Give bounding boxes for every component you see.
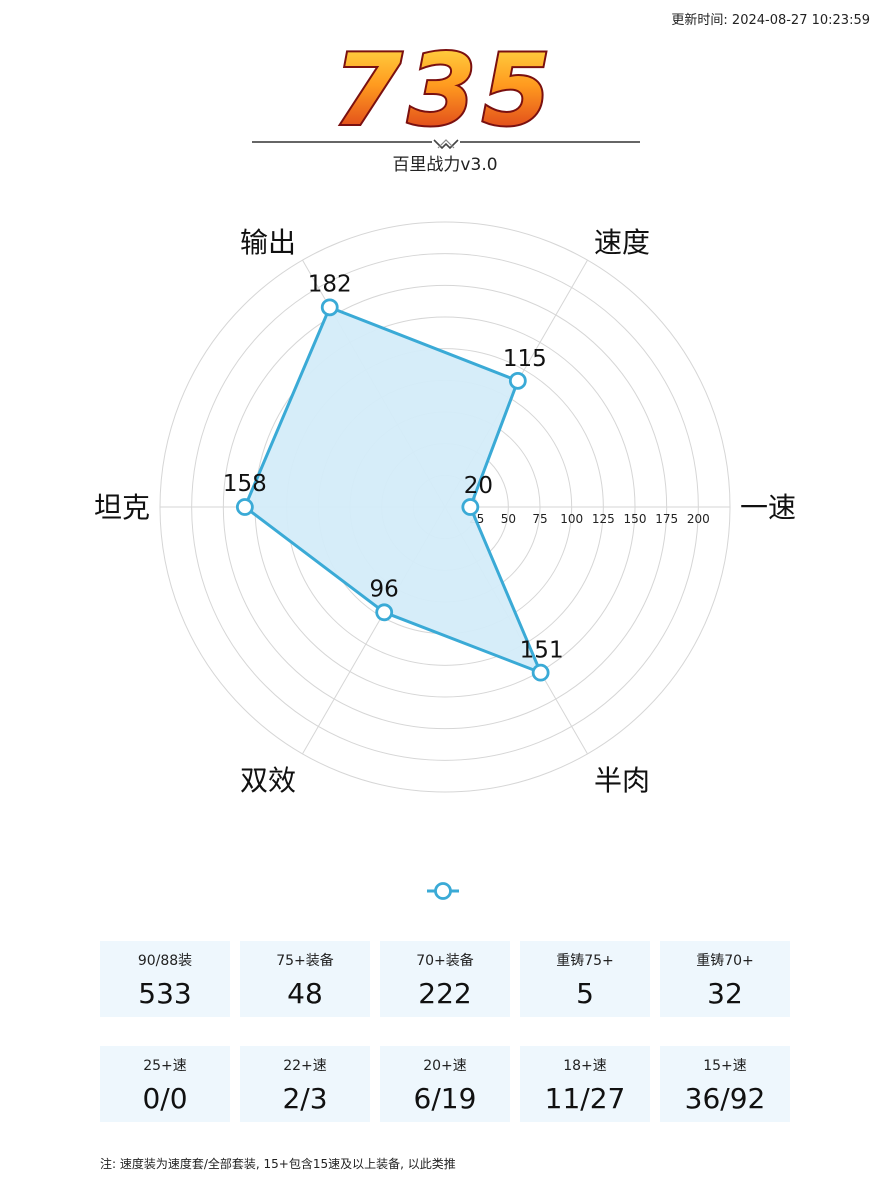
- stat-label: 22+速: [283, 1058, 327, 1074]
- radial-tick-label: 175: [655, 512, 678, 526]
- stat-card: 18+速 11/27: [520, 1046, 650, 1122]
- radial-tick-label: 100: [560, 512, 583, 526]
- axis-label: 双效: [240, 764, 296, 797]
- stat-card: 重铸75+ 5: [520, 941, 650, 1017]
- stat-value: 11/27: [544, 1082, 626, 1115]
- radial-tick-label: 50: [501, 512, 516, 526]
- radial-tick-labels: 255075100125150175200: [469, 512, 710, 526]
- data-point: [531, 663, 550, 682]
- stat-card: 22+速 2/3: [240, 1046, 370, 1122]
- stat-label: 75+装备: [276, 953, 334, 969]
- stat-label: 70+装备: [416, 953, 474, 969]
- stat-value: 533: [138, 977, 192, 1010]
- axis-label: 坦克: [94, 491, 150, 524]
- data-point: [461, 498, 480, 516]
- radial-tick-label: 75: [532, 512, 547, 526]
- data-value-label: 182: [308, 271, 352, 297]
- stat-card: 70+装备 222: [380, 941, 510, 1017]
- stat-card: 15+速 36/92: [660, 1046, 790, 1122]
- data-value-label: 158: [223, 471, 267, 497]
- stat-value: 5: [576, 977, 594, 1010]
- stat-value: 32: [707, 977, 743, 1010]
- updated-timestamp: 更新时间: 2024-08-27 10:23:59: [671, 13, 870, 28]
- stat-card: 90/88装 533: [100, 941, 230, 1017]
- stat-card: 25+速 0/0: [100, 1046, 230, 1122]
- data-point: [508, 371, 527, 390]
- total-score: 735: [334, 34, 557, 136]
- stat-value: 36/92: [684, 1082, 766, 1115]
- chart-subtitle: 百里战力v3.0: [392, 155, 498, 175]
- stat-label: 重铸70+: [696, 953, 754, 969]
- data-value-label: 151: [520, 638, 564, 664]
- stat-label: 25+速: [143, 1058, 187, 1074]
- score-graphic: 735: [332, 32, 557, 136]
- stat-label: 重铸75+: [556, 953, 614, 969]
- footer-note: 注: 速度装为速度套/全部套装, 15+包含15速及以上装备, 以此类推: [100, 1157, 456, 1171]
- radar-series: 20 115 182 158 96 151: [223, 271, 564, 682]
- stat-value: 0/0: [142, 1082, 188, 1115]
- data-value-label: 96: [370, 576, 399, 602]
- stat-label: 18+速: [563, 1058, 607, 1074]
- speed-stats-row: 25+速 0/0 22+速 2/3 20+速 6/19 18+速 11/27 1…: [100, 1046, 790, 1122]
- axis-label: 一速: [740, 491, 796, 524]
- data-point: [320, 298, 339, 317]
- series-area: [243, 305, 543, 675]
- stat-card: 75+装备 48: [240, 941, 370, 1017]
- stat-card: 20+速 6/19: [380, 1046, 510, 1122]
- title-divider: [252, 139, 640, 150]
- equipment-stats-row: 90/88装 533 75+装备 48 70+装备 222 重铸75+ 5 重铸…: [100, 941, 790, 1017]
- score-banner: 735: [0, 24, 890, 144]
- stat-value: 6/19: [413, 1082, 477, 1115]
- stat-value: 48: [287, 977, 323, 1010]
- data-value-label: 20: [464, 473, 493, 499]
- axis-label: 输出: [240, 226, 296, 259]
- stat-value: 2/3: [282, 1082, 328, 1115]
- radial-tick-label: 200: [687, 512, 710, 526]
- radial-tick-label: 125: [592, 512, 615, 526]
- axis-label: 速度: [594, 226, 650, 259]
- stat-label: 15+速: [703, 1058, 747, 1074]
- axis-label: 半肉: [594, 764, 650, 797]
- radial-tick-label: 150: [624, 512, 647, 526]
- legend-marker: [427, 882, 459, 900]
- data-point: [375, 603, 394, 622]
- stat-label: 90/88装: [137, 953, 193, 969]
- stat-label: 20+速: [423, 1058, 467, 1074]
- stat-value: 222: [418, 977, 472, 1010]
- stat-card: 重铸70+ 32: [660, 941, 790, 1017]
- data-point: [235, 498, 254, 516]
- data-value-label: 115: [503, 346, 547, 372]
